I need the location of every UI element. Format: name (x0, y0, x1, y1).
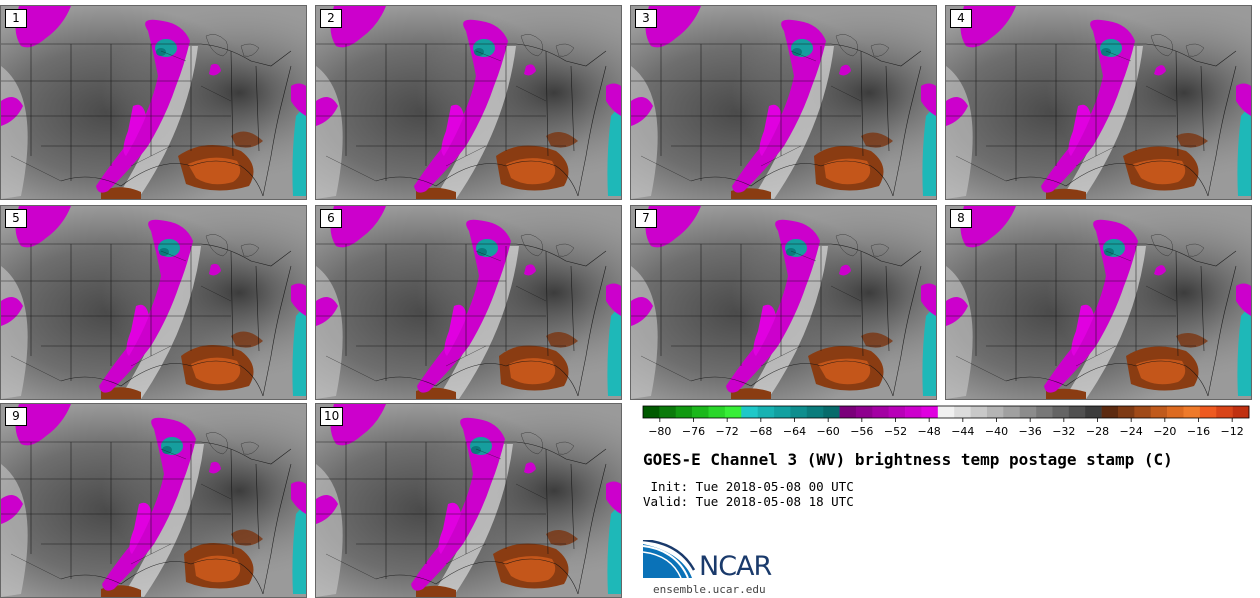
water-vapor-map (316, 404, 621, 597)
water-vapor-map (946, 6, 1251, 199)
colorbar-tick-label: −32 (1052, 425, 1075, 438)
postage-stamp-panel: 5 (0, 205, 307, 400)
colorbar-swatch (905, 406, 922, 418)
member-number-label: 6 (320, 209, 342, 228)
postage-stamp-panel: 7 (630, 205, 937, 400)
colorbar-tick-label: −64 (783, 425, 806, 438)
chart-title: GOES-E Channel 3 (WV) brightness temp po… (643, 450, 1173, 469)
colorbar-swatch (643, 406, 660, 418)
water-vapor-map (1, 206, 306, 399)
colorbar-swatch (872, 406, 889, 418)
colorbar-swatch (708, 406, 726, 418)
water-vapor-map (1, 404, 306, 597)
colorbar-tick-label: −36 (1019, 425, 1042, 438)
colorbar-tick-label: −48 (918, 425, 941, 438)
colorbar-swatch (1232, 406, 1250, 418)
colorbar-tick-label: −52 (884, 425, 907, 438)
colorbar-swatch (1085, 406, 1102, 418)
colorbar-tick-label: −60 (817, 425, 840, 438)
init-time: Init: Tue 2018-05-08 00 UTC (643, 479, 854, 494)
colorbar-tick-label: −24 (1120, 425, 1143, 438)
colorbar-tick-label: −16 (1187, 425, 1210, 438)
colorbar-swatch (1199, 406, 1217, 418)
postage-stamp-panel: 2 (315, 5, 622, 200)
water-vapor-map (1, 6, 306, 199)
water-vapor-map (946, 206, 1251, 399)
colorbar-swatch (1101, 406, 1119, 418)
postage-stamp-panel: 10 (315, 403, 622, 598)
colorbar-tick-label: −44 (951, 425, 974, 438)
colorbar-swatch (1183, 406, 1201, 418)
logo-text: NCAR (699, 551, 772, 582)
colorbar-tick-label: −72 (716, 425, 739, 438)
colorbar-swatch (1134, 406, 1152, 418)
postage-stamp-panel: 9 (0, 403, 307, 598)
colorbar-swatch (1036, 406, 1053, 418)
colorbar-swatch (675, 406, 693, 418)
colorbar-swatch (1068, 406, 1086, 418)
colorbar-swatch (1117, 406, 1135, 418)
colorbar-swatch (806, 406, 824, 418)
colorbar-swatch (659, 406, 677, 418)
colorbar-swatch (692, 406, 709, 418)
colorbar-tick-label: −28 (1086, 425, 1109, 438)
water-vapor-map (631, 206, 936, 399)
member-number-label: 2 (320, 9, 342, 28)
colorbar-tick-label: −80 (648, 425, 671, 438)
water-vapor-map (631, 6, 936, 199)
colorbar-swatch (1216, 406, 1233, 418)
member-number-label: 9 (5, 407, 27, 426)
colorbar-tick-label: −20 (1153, 425, 1176, 438)
colorbar-swatch (954, 406, 971, 418)
ncar-logo-icon (642, 540, 696, 579)
colorbar-swatch (1019, 406, 1037, 418)
colorbar-tick-label: −68 (749, 425, 772, 438)
colorbar-swatch (790, 406, 808, 418)
website-url: ensemble.ucar.edu (653, 583, 766, 596)
colorbar-swatch (774, 406, 791, 418)
colorbar-swatch (888, 406, 906, 418)
postage-stamp-panel: 6 (315, 205, 622, 400)
colorbar-tick-label: −56 (850, 425, 873, 438)
member-number-label: 8 (950, 209, 972, 228)
member-number-label: 3 (635, 9, 657, 28)
colorbar-swatch (757, 406, 775, 418)
colorbar-swatch (1150, 406, 1168, 418)
colorbar-swatch (839, 406, 857, 418)
member-number-label: 5 (5, 209, 27, 228)
valid-time: Valid: Tue 2018-05-08 18 UTC (643, 494, 854, 509)
colorbar-frame (642, 405, 1250, 419)
colorbar-swatch (1052, 406, 1070, 418)
colorbar-swatch (1003, 406, 1021, 418)
colorbar-swatch (921, 406, 939, 418)
member-number-label: 4 (950, 9, 972, 28)
postage-stamp-panel: 8 (945, 205, 1252, 400)
postage-stamp-panel: 1 (0, 5, 307, 200)
colorbar-tick-label: −12 (1221, 425, 1244, 438)
colorbar-swatch (937, 406, 955, 418)
colorbar: −80 −76 −72 −68 −64 −60 −56 −52 −48 −44 −40 −36 −32−… (642, 405, 1250, 438)
postage-stamp-panel: 4 (945, 5, 1252, 200)
water-vapor-map (316, 206, 621, 399)
member-number-label: 7 (635, 209, 657, 228)
colorbar-swatch (823, 406, 840, 418)
member-number-label: 1 (5, 9, 27, 28)
colorbar-swatch (986, 406, 1004, 418)
colorbar-swatch (970, 406, 988, 418)
colorbar-swatch (724, 406, 742, 418)
colorbar-swatch (741, 406, 758, 418)
colorbar-swatch (855, 406, 873, 418)
member-number-label: 10 (320, 407, 344, 426)
postage-stamp-panel: 3 (630, 5, 937, 200)
colorbar-tick-label: −76 (682, 425, 705, 438)
water-vapor-map (316, 6, 621, 199)
colorbar-tick-label: −40 (985, 425, 1008, 438)
colorbar-swatch (1167, 406, 1184, 418)
